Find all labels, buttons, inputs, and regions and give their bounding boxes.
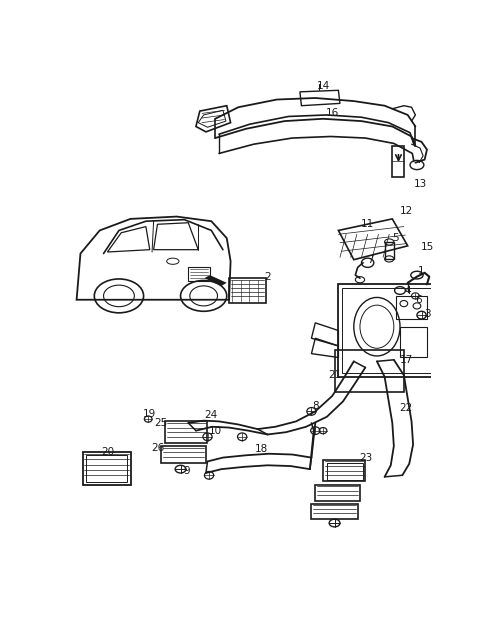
Text: 18: 18 [255, 444, 268, 454]
Bar [338, 284, 439, 376]
Bar [188, 268, 210, 282]
Bar [229, 278, 266, 303]
Text: 7: 7 [367, 255, 374, 265]
Text: 19: 19 [143, 409, 156, 419]
Bar [384, 242, 394, 259]
Bar [400, 327, 427, 357]
Text: 1: 1 [418, 266, 425, 276]
Text: 22: 22 [399, 403, 413, 413]
Text: 26: 26 [152, 443, 165, 452]
Text: 17: 17 [399, 355, 413, 365]
Text: 21: 21 [329, 370, 342, 380]
Text: 5: 5 [392, 233, 399, 243]
Text: 3: 3 [424, 308, 431, 318]
Bar [335, 350, 404, 392]
Bar [165, 422, 207, 443]
Bar [312, 504, 358, 519]
Text: 11: 11 [361, 219, 374, 229]
Text: 23: 23 [360, 454, 373, 463]
Bar [83, 452, 131, 485]
Bar [161, 446, 206, 463]
Text: 10: 10 [209, 426, 222, 436]
Text: 24: 24 [205, 410, 218, 420]
Text: 15: 15 [421, 243, 434, 252]
Text: 14: 14 [316, 81, 330, 90]
Polygon shape [204, 275, 227, 286]
Bar [396, 296, 427, 319]
Bar [323, 460, 365, 482]
Bar [327, 463, 363, 480]
Text: 20: 20 [101, 447, 114, 457]
Text: 6: 6 [415, 295, 422, 304]
Text: 9: 9 [183, 466, 190, 476]
Text: 8: 8 [312, 401, 319, 411]
Text: 4: 4 [404, 285, 411, 296]
Text: 13: 13 [413, 179, 427, 189]
Bar [342, 288, 435, 373]
Bar [315, 485, 360, 501]
Text: 12: 12 [399, 206, 413, 216]
Bar [86, 455, 127, 482]
Text: 2: 2 [264, 271, 271, 282]
Text: 16: 16 [325, 108, 339, 118]
Text: 25: 25 [155, 418, 168, 428]
